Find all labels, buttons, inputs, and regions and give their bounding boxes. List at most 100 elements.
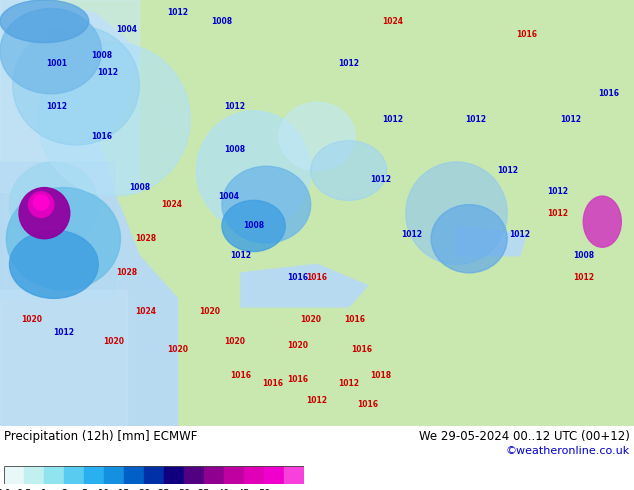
Text: 1012: 1012 bbox=[547, 187, 569, 196]
Ellipse shape bbox=[13, 25, 139, 145]
Text: 1012: 1012 bbox=[401, 230, 423, 239]
Text: 1012: 1012 bbox=[370, 174, 391, 184]
Text: 1004: 1004 bbox=[116, 25, 138, 34]
Text: 1020: 1020 bbox=[287, 341, 309, 350]
Bar bbox=[104, 466, 124, 484]
Polygon shape bbox=[0, 0, 178, 426]
Ellipse shape bbox=[431, 205, 507, 273]
Text: 1016: 1016 bbox=[344, 315, 366, 324]
Bar bbox=[0, 290, 127, 426]
Text: 1020: 1020 bbox=[167, 345, 188, 354]
Text: 1016: 1016 bbox=[598, 89, 619, 98]
Bar bbox=[204, 466, 224, 484]
Text: 1016: 1016 bbox=[91, 132, 112, 141]
Text: 25: 25 bbox=[158, 489, 171, 490]
Text: 2: 2 bbox=[61, 489, 67, 490]
Text: 10: 10 bbox=[98, 489, 110, 490]
Text: 40: 40 bbox=[218, 489, 230, 490]
Text: 1018: 1018 bbox=[370, 370, 391, 380]
Text: 1016: 1016 bbox=[306, 272, 328, 282]
Text: 1020: 1020 bbox=[224, 337, 245, 345]
Bar bbox=[264, 466, 284, 484]
Ellipse shape bbox=[197, 111, 311, 230]
Text: 1016: 1016 bbox=[287, 375, 309, 384]
Text: 1020: 1020 bbox=[103, 337, 125, 345]
Bar bbox=[164, 466, 184, 484]
Text: 1008: 1008 bbox=[243, 221, 264, 230]
Ellipse shape bbox=[38, 43, 190, 196]
Ellipse shape bbox=[34, 195, 49, 210]
Ellipse shape bbox=[6, 188, 120, 290]
Ellipse shape bbox=[406, 162, 507, 264]
Text: 1020: 1020 bbox=[21, 315, 42, 324]
Text: We 29-05-2024 00..12 UTC (00+12): We 29-05-2024 00..12 UTC (00+12) bbox=[419, 430, 630, 443]
Text: 1012: 1012 bbox=[224, 102, 245, 111]
Ellipse shape bbox=[29, 192, 54, 218]
Text: Precipitation (12h) [mm] ECMWF: Precipitation (12h) [mm] ECMWF bbox=[4, 430, 197, 443]
Text: 45: 45 bbox=[238, 489, 250, 490]
Text: 1: 1 bbox=[41, 489, 47, 490]
Text: 1016: 1016 bbox=[287, 272, 309, 282]
Text: 1024: 1024 bbox=[135, 307, 157, 316]
Ellipse shape bbox=[222, 166, 311, 243]
Ellipse shape bbox=[222, 200, 285, 251]
Ellipse shape bbox=[0, 0, 89, 43]
Text: 1012: 1012 bbox=[382, 115, 404, 124]
Ellipse shape bbox=[19, 188, 70, 239]
Text: ©weatheronline.co.uk: ©weatheronline.co.uk bbox=[506, 446, 630, 456]
Bar bbox=[124, 466, 144, 484]
Polygon shape bbox=[0, 0, 139, 149]
Bar bbox=[24, 466, 44, 484]
Bar bbox=[184, 466, 204, 484]
Text: 1001: 1001 bbox=[46, 59, 68, 69]
Text: 1008: 1008 bbox=[224, 145, 245, 154]
Text: 1020: 1020 bbox=[300, 315, 321, 324]
Bar bbox=[4, 466, 24, 484]
Text: 1008: 1008 bbox=[573, 251, 594, 260]
Text: 1012: 1012 bbox=[338, 379, 359, 388]
Text: 1028: 1028 bbox=[135, 234, 157, 243]
Text: 1012: 1012 bbox=[547, 209, 569, 218]
Bar bbox=[284, 466, 304, 484]
Text: 1024: 1024 bbox=[382, 17, 404, 26]
Ellipse shape bbox=[10, 162, 98, 247]
Polygon shape bbox=[456, 226, 526, 256]
Text: 1024: 1024 bbox=[160, 200, 182, 209]
Text: 1012: 1012 bbox=[97, 68, 119, 77]
Ellipse shape bbox=[10, 230, 98, 298]
Text: 1020: 1020 bbox=[198, 307, 220, 316]
Ellipse shape bbox=[311, 141, 387, 200]
Text: 1008: 1008 bbox=[211, 17, 233, 26]
Ellipse shape bbox=[279, 102, 355, 171]
Text: 20: 20 bbox=[138, 489, 150, 490]
Bar bbox=[0, 0, 139, 192]
Bar bbox=[0, 162, 114, 298]
Text: 1008: 1008 bbox=[129, 183, 150, 192]
Text: 1012: 1012 bbox=[465, 115, 486, 124]
Bar bbox=[84, 466, 104, 484]
Polygon shape bbox=[304, 466, 318, 484]
Text: 1008: 1008 bbox=[91, 51, 112, 60]
Text: 30: 30 bbox=[178, 489, 190, 490]
Text: 50: 50 bbox=[258, 489, 270, 490]
Bar bbox=[144, 466, 164, 484]
Text: 1012: 1012 bbox=[338, 59, 359, 69]
Text: 35: 35 bbox=[198, 489, 210, 490]
Text: 1016: 1016 bbox=[357, 400, 378, 410]
Text: 1012: 1012 bbox=[230, 251, 252, 260]
Text: 1012: 1012 bbox=[560, 115, 581, 124]
Text: 1016: 1016 bbox=[515, 29, 537, 39]
Text: 1012: 1012 bbox=[53, 328, 74, 337]
Text: 1012: 1012 bbox=[573, 272, 594, 282]
Text: 1016: 1016 bbox=[262, 379, 283, 388]
Text: 0.5: 0.5 bbox=[16, 489, 32, 490]
Ellipse shape bbox=[583, 196, 621, 247]
Text: 1012: 1012 bbox=[496, 166, 518, 175]
Text: 1028: 1028 bbox=[116, 269, 138, 277]
Text: 1012: 1012 bbox=[509, 230, 531, 239]
Text: 0.1: 0.1 bbox=[0, 489, 11, 490]
Bar bbox=[244, 466, 264, 484]
Text: 5: 5 bbox=[81, 489, 87, 490]
Ellipse shape bbox=[0, 8, 101, 94]
Bar bbox=[224, 466, 244, 484]
